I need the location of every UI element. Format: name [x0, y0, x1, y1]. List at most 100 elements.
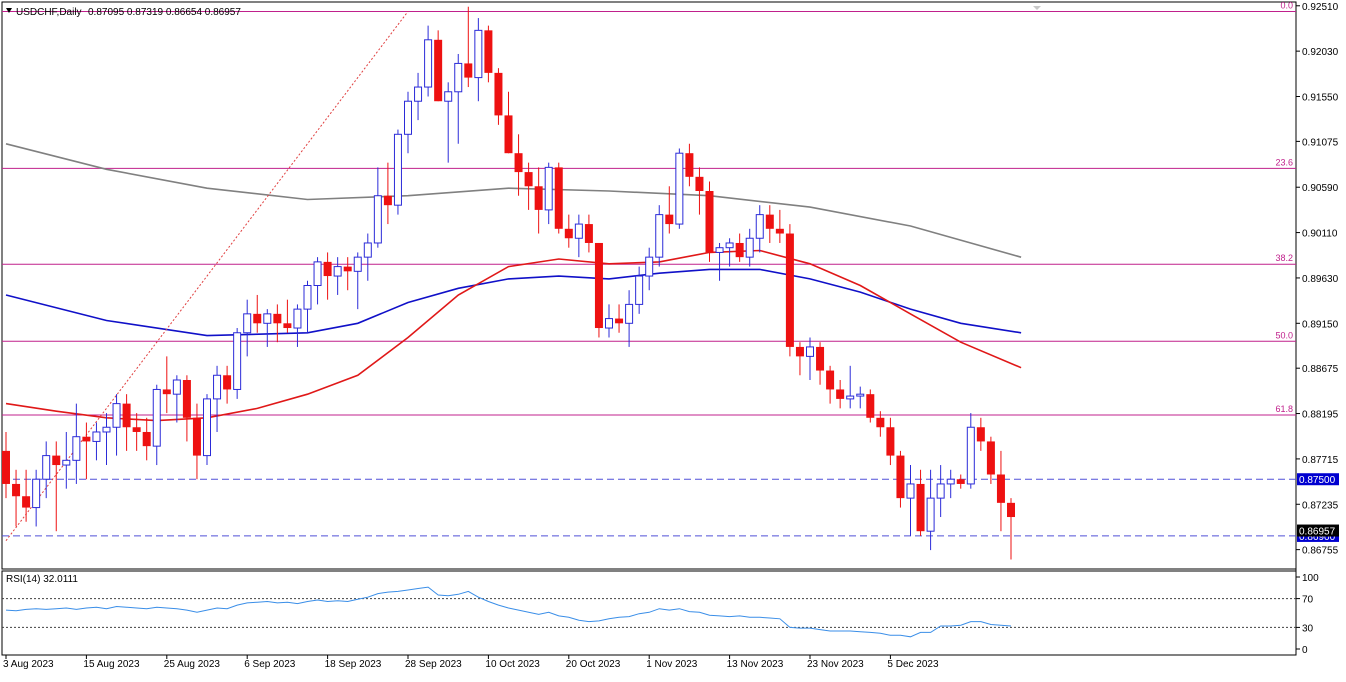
candle[interactable] — [685, 143, 694, 187]
candle[interactable] — [574, 214, 583, 258]
candle[interactable] — [986, 436, 995, 484]
candle[interactable] — [615, 304, 624, 333]
candle[interactable] — [293, 304, 302, 347]
candle[interactable] — [393, 129, 402, 215]
rsi-line[interactable] — [5, 586, 1012, 638]
candle[interactable] — [152, 384, 161, 466]
candle[interactable] — [695, 167, 704, 215]
candle[interactable] — [665, 186, 674, 234]
candle[interactable] — [414, 72, 423, 121]
candle[interactable] — [303, 280, 312, 333]
candle[interactable] — [484, 25, 493, 83]
candle[interactable] — [52, 441, 61, 532]
candle[interactable] — [122, 394, 131, 451]
candle[interactable] — [182, 375, 191, 442]
candle[interactable] — [172, 375, 181, 423]
candle[interactable] — [72, 403, 81, 484]
candle[interactable] — [424, 25, 433, 97]
candle[interactable] — [896, 450, 905, 508]
candle[interactable] — [605, 304, 613, 338]
candle[interactable] — [213, 365, 222, 432]
candle[interactable] — [494, 68, 503, 125]
moving-average-line[interactable] — [5, 249, 1022, 422]
candle[interactable] — [544, 162, 553, 225]
candle[interactable] — [554, 162, 563, 234]
candle[interactable] — [725, 238, 734, 267]
candle[interactable] — [926, 469, 935, 551]
candle[interactable] — [454, 53, 463, 144]
candle[interactable] — [353, 252, 362, 310]
candle[interactable] — [82, 422, 91, 480]
candle[interactable] — [765, 205, 774, 243]
candle[interactable] — [936, 465, 945, 518]
candle[interactable] — [12, 469, 21, 527]
candle[interactable] — [745, 228, 754, 267]
candle[interactable] — [856, 386, 865, 409]
candle[interactable] — [996, 450, 1005, 532]
candle[interactable] — [836, 380, 845, 409]
candle[interactable] — [946, 469, 955, 499]
candle[interactable] — [132, 413, 141, 451]
candle[interactable] — [816, 342, 825, 385]
candle[interactable] — [363, 233, 372, 281]
candle[interactable] — [263, 309, 272, 347]
candle[interactable] — [705, 181, 714, 262]
candle[interactable] — [524, 162, 533, 210]
candle[interactable] — [142, 417, 151, 461]
candle[interactable] — [2, 431, 10, 499]
candle[interactable] — [826, 365, 835, 404]
candle[interactable] — [594, 242, 603, 338]
candle[interactable] — [323, 252, 332, 300]
candle[interactable] — [62, 431, 71, 489]
candle[interactable] — [92, 422, 101, 461]
candle[interactable] — [906, 465, 915, 536]
candle[interactable] — [203, 394, 211, 466]
moving-average-line[interactable] — [5, 268, 1022, 337]
candle[interactable] — [584, 214, 593, 253]
symbol-dropdown-icon[interactable] — [6, 8, 12, 13]
candle[interactable] — [223, 365, 232, 404]
candle[interactable] — [464, 6, 473, 88]
candle[interactable] — [675, 148, 684, 229]
candle[interactable] — [283, 299, 292, 333]
fibonacci-trendline[interactable] — [5, 11, 409, 541]
candle[interactable] — [846, 365, 855, 409]
candle[interactable] — [956, 474, 965, 489]
candle[interactable] — [916, 469, 925, 536]
candle[interactable] — [645, 247, 654, 291]
candle[interactable] — [795, 342, 804, 376]
candle[interactable] — [876, 411, 885, 437]
candle[interactable] — [404, 91, 412, 154]
candle[interactable] — [755, 205, 764, 253]
candle[interactable] — [22, 469, 31, 522]
candle[interactable] — [715, 242, 724, 281]
candle[interactable] — [233, 328, 242, 399]
moving-average-line[interactable] — [5, 143, 1022, 258]
candle[interactable] — [534, 167, 543, 234]
candle[interactable] — [735, 233, 744, 262]
candle[interactable] — [564, 214, 573, 248]
candle[interactable] — [886, 417, 895, 466]
candle[interactable] — [192, 403, 201, 480]
candle[interactable] — [976, 417, 985, 451]
candle[interactable] — [866, 389, 875, 423]
candle[interactable] — [785, 224, 794, 357]
candle[interactable] — [474, 18, 483, 102]
candle[interactable] — [162, 356, 171, 414]
candle[interactable] — [343, 257, 352, 291]
candle[interactable] — [373, 167, 382, 248]
candle[interactable] — [1007, 498, 1015, 560]
candle[interactable] — [775, 209, 784, 243]
candle[interactable] — [313, 257, 322, 305]
candle[interactable] — [253, 294, 262, 333]
candle[interactable] — [333, 257, 342, 295]
candle[interactable] — [655, 205, 664, 267]
candle[interactable] — [32, 469, 41, 527]
candle[interactable] — [243, 299, 252, 357]
candle[interactable] — [102, 413, 111, 466]
candle[interactable] — [112, 394, 121, 456]
candle[interactable] — [635, 266, 644, 314]
candle[interactable] — [514, 134, 523, 196]
candle[interactable] — [42, 441, 51, 499]
candle[interactable] — [504, 91, 513, 154]
